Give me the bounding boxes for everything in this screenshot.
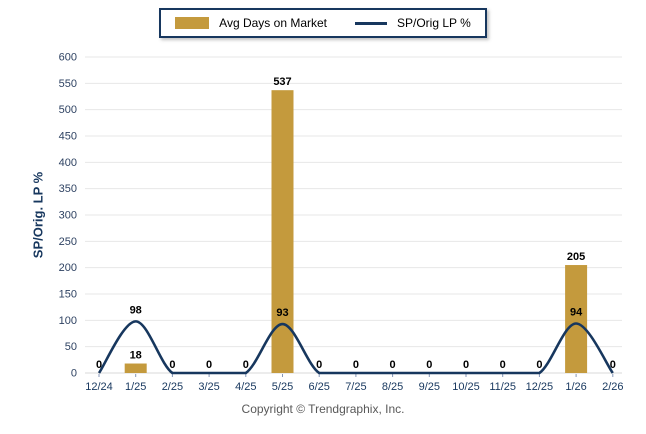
x-tick-label: 11/25 bbox=[489, 381, 516, 393]
y-tick-label: 50 bbox=[65, 341, 77, 353]
copyright-text: Copyright © Trendgraphix, Inc. bbox=[241, 402, 405, 416]
x-tick-label: 1/25 bbox=[125, 381, 146, 393]
legend-line-label: SP/Orig LP % bbox=[397, 16, 471, 30]
bar bbox=[271, 90, 294, 374]
zero-data-label: 0 bbox=[610, 359, 616, 371]
zero-data-label: 0 bbox=[316, 359, 322, 371]
zero-data-label: 0 bbox=[536, 359, 542, 371]
zero-data-label: 0 bbox=[96, 359, 102, 371]
zero-data-label: 0 bbox=[169, 359, 175, 371]
bar bbox=[565, 265, 588, 373]
y-tick-label: 200 bbox=[59, 262, 77, 274]
legend: Avg Days on Market SP/Orig LP % bbox=[159, 8, 487, 38]
y-tick-label: 400 bbox=[59, 157, 77, 169]
legend-row: Avg Days on Market SP/Orig LP % bbox=[0, 8, 646, 38]
y-tick-label: 100 bbox=[59, 315, 77, 327]
bar-series-swatch-icon bbox=[175, 17, 210, 29]
line-series-swatch-icon bbox=[355, 21, 387, 25]
y-tick-label: 0 bbox=[71, 368, 77, 380]
x-tick-label: 4/25 bbox=[235, 381, 256, 393]
line-series bbox=[97, 320, 614, 375]
zero-data-label: 0 bbox=[463, 359, 469, 371]
bar-data-label: 537 bbox=[273, 76, 291, 88]
bar-data-label: 18 bbox=[130, 350, 142, 362]
y-tick-label: 550 bbox=[59, 78, 77, 90]
y-tick-label: 600 bbox=[59, 52, 77, 64]
x-tick-label: 7/25 bbox=[345, 381, 366, 393]
x-tick-label: 10/25 bbox=[452, 381, 480, 393]
x-tick-label: 12/24 bbox=[85, 381, 113, 393]
zero-data-label: 0 bbox=[500, 359, 506, 371]
x-tick-label: 9/25 bbox=[419, 381, 440, 393]
x-tick-label: 6/25 bbox=[308, 381, 329, 393]
x-tick-label: 8/25 bbox=[382, 381, 403, 393]
zero-data-label: 0 bbox=[243, 359, 249, 371]
line-data-label: 94 bbox=[570, 306, 583, 318]
y-tick-label: 350 bbox=[59, 183, 77, 195]
line-data-label: 98 bbox=[130, 304, 142, 316]
x-tick-label: 2/25 bbox=[162, 381, 183, 393]
zero-data-label: 0 bbox=[426, 359, 432, 371]
zero-data-label: 0 bbox=[206, 359, 212, 371]
x-tick-label: 12/25 bbox=[526, 381, 554, 393]
x-tick-label: 3/25 bbox=[198, 381, 219, 393]
zero-data-label: 0 bbox=[390, 359, 396, 371]
y-tick-label: 300 bbox=[59, 210, 77, 222]
zero-data-label: 0 bbox=[353, 359, 359, 371]
x-tick-label: 2/26 bbox=[602, 381, 623, 393]
y-tick-label: 150 bbox=[59, 289, 77, 301]
y-tick-label: 450 bbox=[59, 131, 77, 143]
y-tick-label: 250 bbox=[59, 236, 77, 248]
x-tick-label: 1/26 bbox=[565, 381, 586, 393]
bar bbox=[124, 363, 147, 373]
bar-data-label: 205 bbox=[567, 251, 585, 263]
x-tick-label: 5/25 bbox=[272, 381, 293, 393]
line-data-label: 93 bbox=[276, 307, 288, 319]
y-tick-label: 500 bbox=[59, 104, 77, 116]
legend-bar-label: Avg Days on Market bbox=[219, 16, 327, 30]
chart-plot-area: 0 50 100 150 200 250 300 350 400 450 500 550 600 12/2… bbox=[59, 52, 624, 394]
